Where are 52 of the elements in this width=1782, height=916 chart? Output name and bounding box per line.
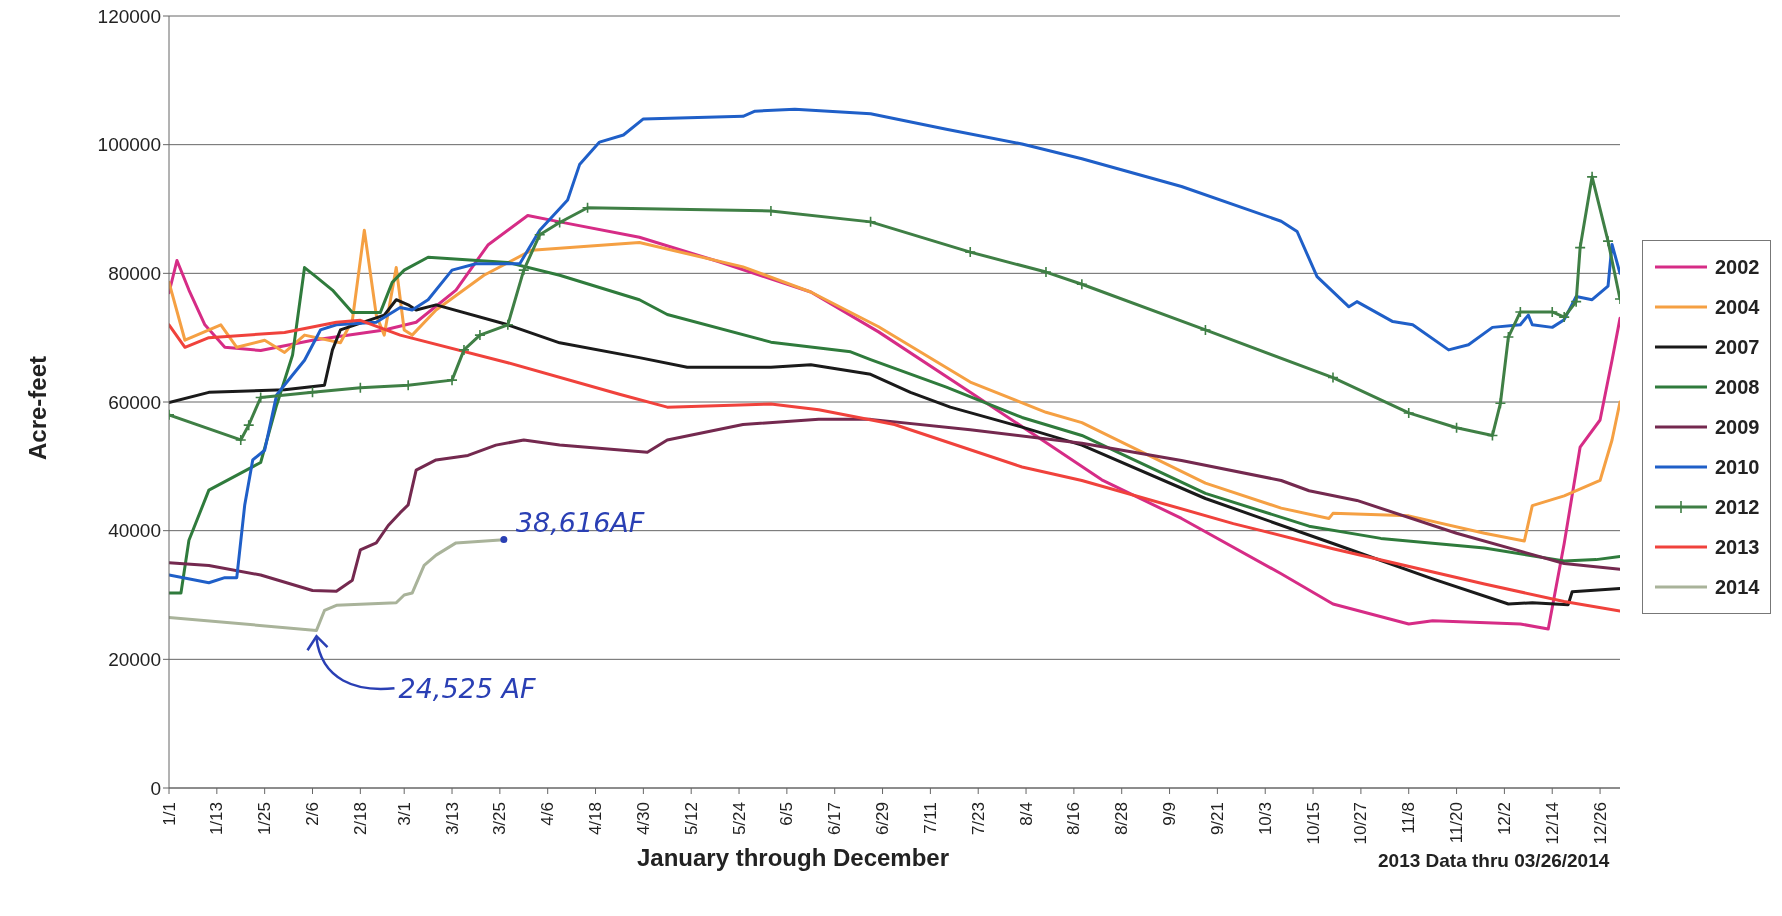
x-tick-label: 12/2 bbox=[1494, 802, 1514, 836]
y-tick-label: 100000 bbox=[97, 134, 161, 156]
x-tick-label: 4/6 bbox=[538, 802, 558, 826]
legend-label: 2013 bbox=[1715, 535, 1760, 559]
x-tick-label: 10/15 bbox=[1303, 802, 1323, 845]
x-tick-label: 6/5 bbox=[777, 802, 797, 826]
x-tick-label: 8/4 bbox=[1016, 802, 1036, 826]
legend-label: 2009 bbox=[1715, 415, 1760, 439]
x-tick-label: 6/17 bbox=[825, 802, 845, 836]
x-tick-label: 12/26 bbox=[1590, 802, 1610, 845]
legend-label: 2012 bbox=[1715, 495, 1760, 519]
text: 2013 Data thru 03/26/2014 bbox=[1378, 850, 1610, 872]
x-tick-label: 3/13 bbox=[442, 802, 462, 836]
annotation: 38,616AF bbox=[515, 506, 645, 538]
y-tick-label: 80000 bbox=[108, 263, 161, 285]
x-tick-label: 4/30 bbox=[633, 802, 653, 836]
x-tick-label: 7/23 bbox=[968, 802, 988, 836]
legend-label: 2004 bbox=[1715, 295, 1760, 319]
y-tick-label: 20000 bbox=[108, 649, 161, 671]
x-tick-label: 9/9 bbox=[1160, 802, 1180, 826]
x-tick-label: 8/28 bbox=[1112, 802, 1132, 836]
x-tick-label: 3/25 bbox=[490, 802, 510, 836]
x-tick-label: 6/29 bbox=[873, 802, 893, 836]
x-tick-label: 1/1 bbox=[159, 802, 179, 826]
y-tick-label: 0 bbox=[150, 777, 161, 799]
legend-label: 2007 bbox=[1715, 335, 1760, 359]
y-axis-title: Acre-feet bbox=[24, 355, 52, 461]
x-tick-label: 10/27 bbox=[1351, 802, 1371, 845]
x-tick-label: 11/20 bbox=[1447, 802, 1467, 844]
x-tick-label: 1/25 bbox=[255, 802, 275, 836]
annotation: 24,525 AF bbox=[398, 673, 537, 705]
legend-label: 2010 bbox=[1715, 455, 1760, 479]
y-tick-label: 120000 bbox=[97, 5, 161, 27]
x-tick-label: 5/12 bbox=[681, 802, 701, 836]
legend-label: 2014 bbox=[1715, 575, 1760, 599]
x-tick-label: 3/1 bbox=[394, 802, 414, 826]
x-tick-label: 2/6 bbox=[303, 802, 323, 826]
x-tick-label: 7/11 bbox=[920, 802, 940, 834]
legend-label: 2002 bbox=[1715, 255, 1760, 279]
x-axis-title: January through December bbox=[636, 844, 950, 872]
y-tick-label: 60000 bbox=[108, 391, 161, 413]
x-tick-label: 2/18 bbox=[350, 802, 370, 836]
x-tick-label: 5/24 bbox=[729, 802, 749, 836]
x-tick-label: 12/14 bbox=[1542, 802, 1562, 845]
x-tick-label: 4/18 bbox=[586, 802, 606, 836]
x-tick-label: 8/16 bbox=[1064, 802, 1084, 836]
legend-label: 2008 bbox=[1715, 375, 1760, 399]
x-tick-label: 11/8 bbox=[1399, 802, 1419, 834]
x-tick-label: 1/13 bbox=[207, 802, 227, 836]
x-tick-label: 9/21 bbox=[1207, 802, 1227, 836]
x-tick-label: 10/3 bbox=[1255, 802, 1275, 836]
y-tick-label: 40000 bbox=[108, 520, 161, 542]
